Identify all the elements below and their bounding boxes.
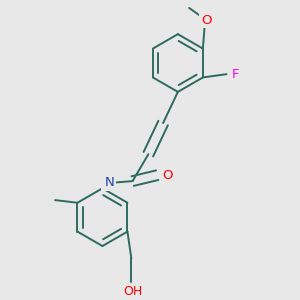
- Text: OH: OH: [123, 285, 142, 298]
- Text: H: H: [102, 176, 111, 189]
- Text: O: O: [162, 169, 172, 182]
- Text: N: N: [104, 176, 114, 189]
- Text: F: F: [232, 68, 239, 81]
- Text: O: O: [201, 14, 211, 26]
